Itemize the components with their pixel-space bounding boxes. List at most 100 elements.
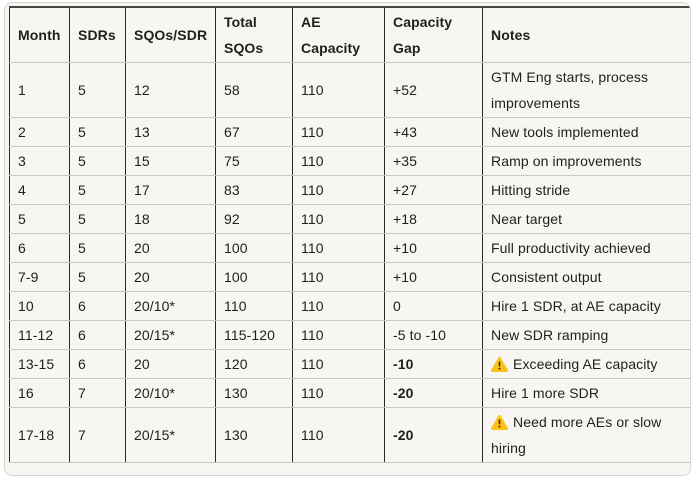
cell-month: 17-18: [9, 407, 70, 463]
cell-ae-capacity: 110: [292, 320, 385, 350]
notes-text: Exceeding AE capacity: [513, 356, 658, 372]
table-row: 4 5 17 83 110 +27 Hitting stride: [9, 175, 690, 205]
cell-total-sqos: 67: [215, 117, 293, 147]
cell-ae-capacity: 110: [292, 204, 385, 234]
table-header-row: Month SDRs SQOs/SDR Total SQOs AE Capaci…: [9, 6, 690, 63]
cell-month: 2: [9, 117, 70, 147]
cell-month: 5: [9, 204, 70, 234]
cell-notes: Need more AEs or slow hiring: [482, 407, 690, 463]
cell-notes: Hitting stride: [482, 175, 690, 205]
cell-sdrs: 5: [69, 233, 126, 263]
cell-month: 1: [9, 62, 70, 118]
cell-month: 16: [9, 378, 70, 408]
cell-sqos-per-sdr: 17: [125, 175, 216, 205]
cell-capacity-gap: +35: [384, 146, 483, 176]
column-header-notes: Notes: [482, 6, 690, 63]
cell-sdrs: 6: [69, 320, 126, 350]
cell-capacity-gap: +10: [384, 233, 483, 263]
warning-icon: [491, 356, 508, 373]
cell-sdrs: 5: [69, 262, 126, 292]
cell-notes: Consistent output: [482, 262, 690, 292]
cell-capacity-gap: +43: [384, 117, 483, 147]
table-row: 7-9 5 20 100 110 +10 Consistent output: [9, 262, 690, 292]
table-row: 6 5 20 100 110 +10 Full productivity ach…: [9, 233, 690, 263]
table-card: Month SDRs SQOs/SDR Total SQOs AE Capaci…: [4, 2, 691, 476]
cell-sdrs: 5: [69, 146, 126, 176]
cell-capacity-gap: +10: [384, 262, 483, 292]
cell-month: 10: [9, 291, 70, 321]
cell-sqos-per-sdr: 15: [125, 146, 216, 176]
cell-month: 6: [9, 233, 70, 263]
cell-notes: Near target: [482, 204, 690, 234]
cell-sdrs: 7: [69, 378, 126, 408]
column-header-sqos-per-sdr: SQOs/SDR: [125, 6, 216, 63]
cell-total-sqos: 130: [215, 407, 293, 463]
cell-month: 4: [9, 175, 70, 205]
table-row: 1 5 12 58 110 +52 GTM Eng starts, proces…: [9, 62, 690, 118]
cell-sdrs: 6: [69, 291, 126, 321]
cell-sqos-per-sdr: 20/15*: [125, 407, 216, 463]
cell-total-sqos: 100: [215, 262, 293, 292]
cell-sqos-per-sdr: 20: [125, 349, 216, 379]
table-row: 13-15 6 20 120 110 -10 Exceeding AE capa…: [9, 349, 690, 379]
cell-ae-capacity: 110: [292, 349, 385, 379]
cell-capacity-gap: -5 to -10: [384, 320, 483, 350]
column-header-capacity-gap: Capacity Gap: [384, 6, 483, 63]
cell-capacity-gap: +18: [384, 204, 483, 234]
cell-ae-capacity: 110: [292, 175, 385, 205]
cell-total-sqos: 130: [215, 378, 293, 408]
cell-sqos-per-sdr: 20/10*: [125, 291, 216, 321]
cell-ae-capacity: 110: [292, 117, 385, 147]
table-row: 10 6 20/10* 110 110 0 Hire 1 SDR, at AE …: [9, 291, 690, 321]
sdr-capacity-table: Month SDRs SQOs/SDR Total SQOs AE Capaci…: [9, 6, 690, 463]
cell-sqos-per-sdr: 20/10*: [125, 378, 216, 408]
cell-notes: Exceeding AE capacity: [482, 349, 690, 379]
cell-total-sqos: 92: [215, 204, 293, 234]
cell-total-sqos: 115-120: [215, 320, 293, 350]
cell-total-sqos: 75: [215, 146, 293, 176]
cell-ae-capacity: 110: [292, 233, 385, 263]
cell-ae-capacity: 110: [292, 291, 385, 321]
cell-notes: New tools implemented: [482, 117, 690, 147]
warning-icon: [491, 414, 508, 431]
cell-sqos-per-sdr: 20/15*: [125, 320, 216, 350]
cell-total-sqos: 58: [215, 62, 293, 118]
cell-month: 11-12: [9, 320, 70, 350]
cell-notes: GTM Eng starts, process improvements: [482, 62, 690, 118]
cell-capacity-gap: -20: [384, 407, 483, 463]
cell-total-sqos: 110: [215, 291, 293, 321]
cell-sdrs: 5: [69, 175, 126, 205]
cell-sqos-per-sdr: 18: [125, 204, 216, 234]
cell-notes: Hire 1 SDR, at AE capacity: [482, 291, 690, 321]
cell-notes: Full productivity achieved: [482, 233, 690, 263]
table-row: 5 5 18 92 110 +18 Near target: [9, 204, 690, 234]
cell-ae-capacity: 110: [292, 262, 385, 292]
cell-sdrs: 7: [69, 407, 126, 463]
column-header-total-sqos: Total SQOs: [215, 6, 293, 63]
cell-month: 13-15: [9, 349, 70, 379]
cell-month: 3: [9, 146, 70, 176]
cell-sqos-per-sdr: 13: [125, 117, 216, 147]
notes-text: Need more AEs or slow hiring: [491, 414, 662, 456]
cell-ae-capacity: 110: [292, 62, 385, 118]
table-row: 16 7 20/10* 130 110 -20 Hire 1 more SDR: [9, 378, 690, 408]
cell-notes: Hire 1 more SDR: [482, 378, 690, 408]
cell-capacity-gap: +27: [384, 175, 483, 205]
cell-sdrs: 6: [69, 349, 126, 379]
cell-ae-capacity: 110: [292, 146, 385, 176]
cell-total-sqos: 100: [215, 233, 293, 263]
cell-total-sqos: 120: [215, 349, 293, 379]
cell-sqos-per-sdr: 20: [125, 233, 216, 263]
cell-sdrs: 5: [69, 62, 126, 118]
cell-capacity-gap: -10: [384, 349, 483, 379]
table-row: 11-12 6 20/15* 115-120 110 -5 to -10 New…: [9, 320, 690, 350]
cell-sdrs: 5: [69, 204, 126, 234]
cell-capacity-gap: 0: [384, 291, 483, 321]
table-row: 17-18 7 20/15* 130 110 -20 Need more AEs…: [9, 407, 690, 463]
cell-ae-capacity: 110: [292, 378, 385, 408]
column-header-month: Month: [9, 6, 70, 63]
cell-capacity-gap: +52: [384, 62, 483, 118]
cell-sqos-per-sdr: 12: [125, 62, 216, 118]
table-row: 3 5 15 75 110 +35 Ramp on improvements: [9, 146, 690, 176]
